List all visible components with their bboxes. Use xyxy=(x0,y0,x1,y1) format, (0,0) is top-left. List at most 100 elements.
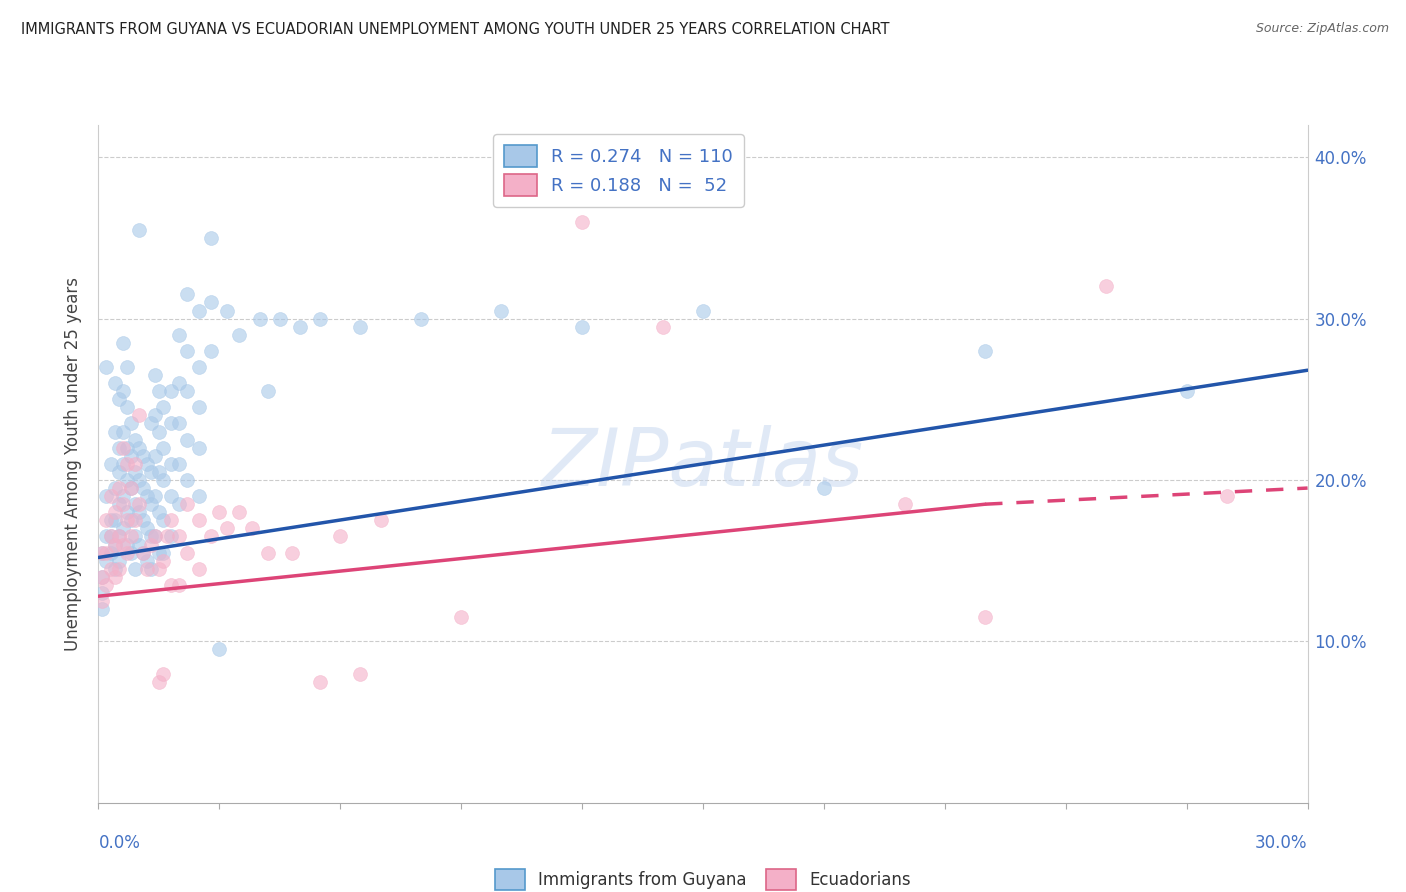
Point xyxy=(217,521,239,535)
Text: ZIPatlas: ZIPatlas xyxy=(541,425,865,503)
Point xyxy=(120,481,142,495)
Point xyxy=(100,546,122,560)
Point xyxy=(100,529,122,543)
Point xyxy=(409,311,432,326)
Point xyxy=(176,343,198,358)
Point xyxy=(571,215,593,229)
Point xyxy=(103,425,125,439)
Point xyxy=(100,489,122,503)
Point xyxy=(115,473,138,487)
Point xyxy=(96,578,118,592)
Point xyxy=(100,513,122,527)
Point xyxy=(100,562,122,576)
Point xyxy=(135,457,157,471)
Legend: Immigrants from Guyana, Ecuadorians: Immigrants from Guyana, Ecuadorians xyxy=(485,859,921,892)
Point xyxy=(100,529,122,543)
Point xyxy=(111,537,134,551)
Text: 0.0%: 0.0% xyxy=(98,834,141,852)
Point xyxy=(167,417,190,431)
Point xyxy=(96,554,118,568)
Point xyxy=(160,489,183,503)
Point xyxy=(188,441,211,455)
Point xyxy=(167,578,190,592)
Point xyxy=(167,529,190,543)
Point xyxy=(152,546,174,560)
Point xyxy=(974,610,997,624)
Point xyxy=(132,513,155,527)
Point xyxy=(135,489,157,503)
Point xyxy=(111,335,134,350)
Point xyxy=(135,554,157,568)
Point xyxy=(91,586,114,600)
Point xyxy=(139,529,162,543)
Point xyxy=(176,497,198,511)
Point xyxy=(349,666,371,681)
Point xyxy=(132,546,155,560)
Point xyxy=(135,562,157,576)
Point xyxy=(128,223,150,237)
Point xyxy=(148,425,170,439)
Point xyxy=(96,546,118,560)
Point xyxy=(176,384,198,399)
Point xyxy=(111,489,134,503)
Point xyxy=(160,578,183,592)
Point xyxy=(139,417,162,431)
Point xyxy=(148,465,170,479)
Point xyxy=(107,481,129,495)
Point xyxy=(148,505,170,519)
Point xyxy=(111,521,134,535)
Point xyxy=(96,529,118,543)
Point xyxy=(128,497,150,511)
Point xyxy=(128,473,150,487)
Point xyxy=(103,481,125,495)
Point xyxy=(124,513,146,527)
Point xyxy=(240,521,263,535)
Point xyxy=(111,457,134,471)
Point xyxy=(111,425,134,439)
Point xyxy=(111,441,134,455)
Point xyxy=(115,505,138,519)
Point xyxy=(200,231,222,245)
Point xyxy=(120,417,142,431)
Point xyxy=(188,303,211,318)
Point xyxy=(152,473,174,487)
Point xyxy=(132,546,155,560)
Point xyxy=(160,457,183,471)
Point xyxy=(91,570,114,584)
Point xyxy=(120,546,142,560)
Point xyxy=(160,384,183,399)
Point xyxy=(217,303,239,318)
Point xyxy=(128,505,150,519)
Point xyxy=(152,401,174,415)
Point xyxy=(167,497,190,511)
Point xyxy=(692,303,714,318)
Point xyxy=(309,311,332,326)
Point xyxy=(256,384,278,399)
Point xyxy=(152,554,174,568)
Point xyxy=(176,433,198,447)
Point xyxy=(128,537,150,551)
Point xyxy=(349,319,371,334)
Point xyxy=(124,529,146,543)
Point xyxy=(139,537,162,551)
Point xyxy=(1175,384,1198,399)
Point xyxy=(143,489,166,503)
Point xyxy=(208,505,231,519)
Point xyxy=(120,449,142,463)
Point xyxy=(152,666,174,681)
Point xyxy=(148,546,170,560)
Point xyxy=(148,562,170,576)
Point xyxy=(143,409,166,423)
Point xyxy=(143,368,166,382)
Point xyxy=(124,497,146,511)
Point xyxy=(188,359,211,374)
Point xyxy=(115,401,138,415)
Point xyxy=(160,513,183,527)
Point xyxy=(281,546,304,560)
Point xyxy=(111,497,134,511)
Point xyxy=(107,465,129,479)
Point xyxy=(148,674,170,689)
Point xyxy=(120,513,142,527)
Point xyxy=(107,392,129,407)
Point xyxy=(188,513,211,527)
